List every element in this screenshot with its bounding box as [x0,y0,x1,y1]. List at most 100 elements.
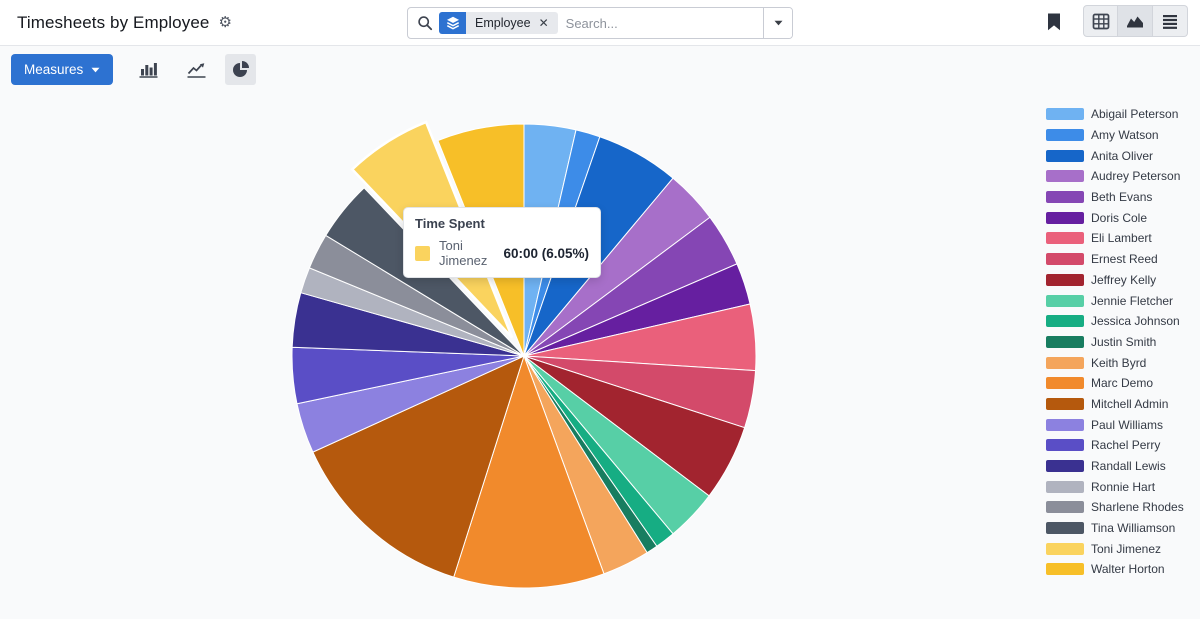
legend-label: Eli Lambert [1091,231,1152,246]
pie-chart-button[interactable] [225,54,257,85]
legend-label: Randall Lewis [1091,459,1166,474]
legend-label: Paul Williams [1091,417,1164,432]
legend-swatch [1046,501,1084,514]
page-title: Timesheets by Employee [17,12,210,32]
legend-swatch [1046,149,1084,162]
legend-label: Marc Demo [1091,376,1154,391]
view-switcher [1083,5,1188,37]
legend-label: Ronnie Hart [1091,479,1156,494]
list-view-button[interactable] [1153,5,1188,37]
legend-swatch [1046,335,1084,348]
legend-swatch [1046,211,1084,224]
legend-item[interactable]: Sharlene Rhodes [1046,497,1184,518]
legend-item[interactable]: Amy Watson [1046,125,1184,146]
graph-view-button[interactable] [1118,5,1153,37]
legend-item[interactable]: Toni Jimenez [1046,538,1184,559]
pie-slice[interactable] [453,354,605,589]
pivot-icon [1092,13,1109,29]
search-bar: Employee ✕ [407,7,793,39]
list-icon [1163,14,1177,29]
tooltip-swatch [415,245,430,261]
legend-item[interactable]: Tina Williamson [1046,518,1184,539]
legend-item[interactable]: Randall Lewis [1046,456,1184,477]
pie-chart-icon [233,61,250,77]
control-panel: Timesheets by Employee ⚙ Employee ✕ [0,0,1200,46]
legend-item[interactable]: Keith Byrd [1046,352,1184,373]
legend-label: Beth Evans [1091,190,1153,205]
facet-remove-icon[interactable]: ✕ [538,16,549,30]
legend-label: Amy Watson [1091,128,1159,143]
legend-swatch [1046,439,1084,452]
legend-label: Doris Cole [1091,210,1148,225]
legend-item[interactable]: Audrey Peterson [1046,166,1184,187]
legend-label: Walter Horton [1091,562,1165,577]
bar-chart-button[interactable] [135,57,161,83]
chart-tooltip: Time Spent Toni Jimenez 60:00 (6.05%) [403,207,601,278]
facet-layers-icon [439,12,466,34]
legend-item[interactable]: Jennie Fletcher [1046,290,1184,311]
chart-legend: Abigail Peterson Amy Watson Anita Oliver Au… [1046,104,1184,580]
legend-item[interactable]: Eli Lambert [1046,228,1184,249]
legend-label: Tina Williamson [1091,521,1176,536]
search-icon [417,15,433,31]
line-chart-icon [187,63,206,78]
legend-item[interactable]: Paul Williams [1046,414,1184,435]
graph-toolbar: Measures [0,46,1200,93]
legend-label: Sharlene Rhodes [1091,500,1184,515]
legend-swatch [1046,108,1084,121]
settings-gear-icon[interactable]: ⚙ [218,14,232,31]
legend-label: Audrey Peterson [1091,169,1181,184]
legend-swatch [1046,170,1084,183]
legend-item[interactable]: Mitchell Admin [1046,394,1184,415]
legend-label: Justin Smith [1091,334,1157,349]
pivot-view-button[interactable] [1083,5,1118,37]
legend-label: Keith Byrd [1091,355,1147,370]
legend-item[interactable]: Ronnie Hart [1046,476,1184,497]
legend-item[interactable]: Walter Horton [1046,559,1184,580]
bar-chart-icon [139,63,158,78]
legend-swatch [1046,522,1084,535]
legend-item[interactable]: Marc Demo [1046,373,1184,394]
legend-item[interactable]: Abigail Peterson [1046,104,1184,125]
tooltip-title: Time Spent [415,216,485,231]
search-input[interactable] [557,15,763,31]
legend-label: Mitchell Admin [1091,396,1169,411]
measures-button[interactable]: Measures [11,54,114,85]
legend-label: Jeffrey Kelly [1091,272,1157,287]
legend-swatch [1046,542,1084,555]
legend-item[interactable]: Beth Evans [1046,187,1184,208]
measures-label: Measures [24,62,84,77]
legend-swatch [1046,563,1084,576]
legend-item[interactable]: Jessica Johnson [1046,311,1184,332]
legend-swatch [1046,294,1084,307]
legend-item[interactable]: Rachel Perry [1046,435,1184,456]
legend-item[interactable]: Ernest Reed [1046,249,1184,270]
legend-swatch [1046,129,1084,142]
legend-item[interactable]: Anita Oliver [1046,145,1184,166]
legend-swatch [1046,397,1084,410]
facet-label: Employee [475,16,531,30]
tooltip-value: 60:00 (6.05%) [503,245,589,261]
legend-label: Jennie Fletcher [1091,293,1174,308]
legend-item[interactable]: Doris Cole [1046,207,1184,228]
legend-item[interactable]: Jeffrey Kelly [1046,270,1184,291]
line-chart-button[interactable] [183,57,209,83]
legend-label: Jessica Johnson [1091,314,1180,329]
search-dropdown-toggle[interactable] [763,8,792,38]
legend-item[interactable]: Justin Smith [1046,332,1184,353]
facet-chip: Employee ✕ [439,12,558,34]
graph-icon [1127,16,1143,28]
pie-slice[interactable] [312,355,525,578]
favorite-bookmark-icon[interactable] [1047,13,1061,31]
legend-label: Toni Jimenez [1091,541,1162,556]
legend-label: Abigail Peterson [1091,107,1179,122]
legend-swatch [1046,191,1084,204]
legend-label: Ernest Reed [1091,252,1158,267]
legend-swatch [1046,315,1084,328]
legend-swatch [1046,418,1084,431]
legend-swatch [1046,253,1084,266]
legend-swatch [1046,232,1084,245]
legend-label: Rachel Perry [1091,438,1161,453]
chevron-down-icon [774,20,782,26]
